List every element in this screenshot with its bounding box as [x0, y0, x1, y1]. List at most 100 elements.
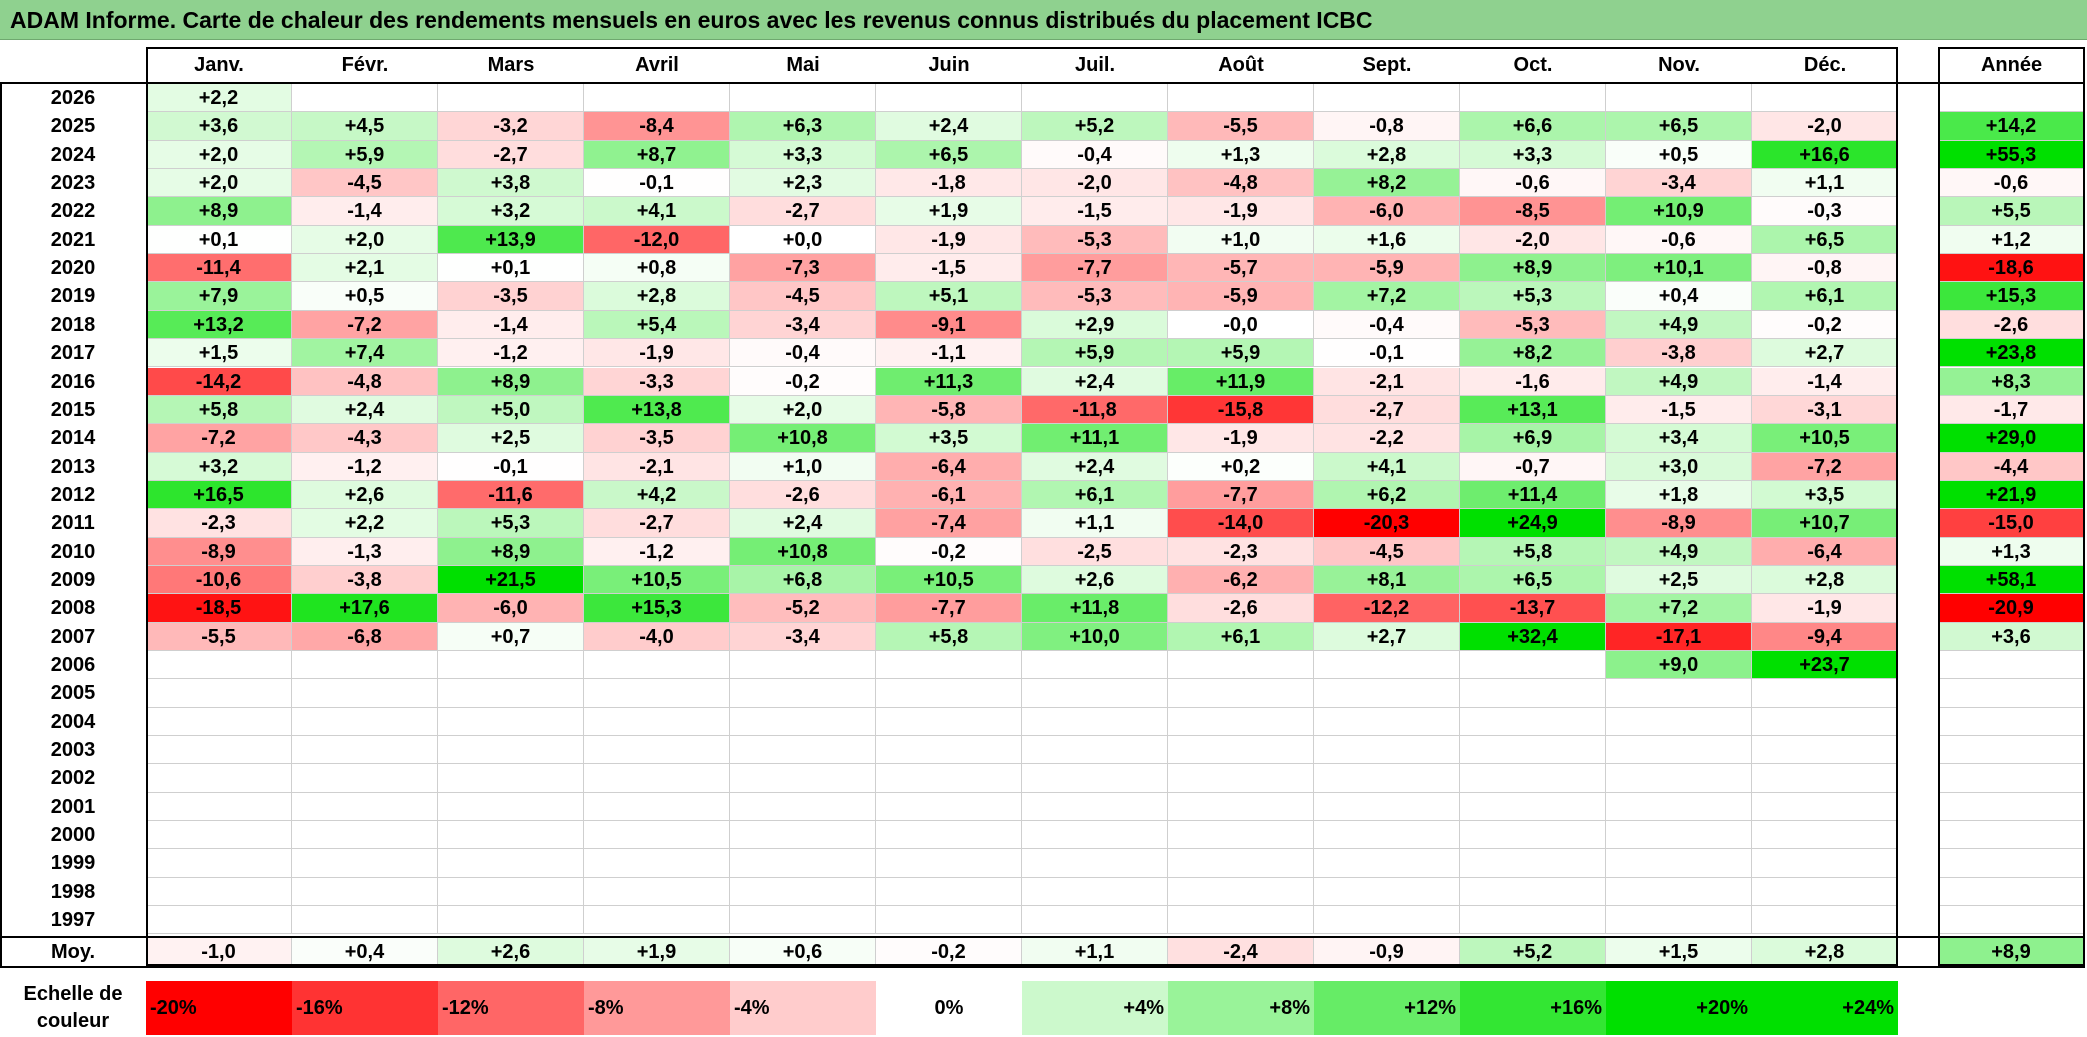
heatmap-cell: +6,5 [876, 140, 1022, 170]
heatmap-cell [876, 821, 1022, 850]
heatmap-cell: +0,2 [1168, 452, 1314, 481]
year-label: 2022 [50, 200, 96, 223]
annual-cell: +23,8 [1938, 339, 2085, 368]
heatmap-cell: -13,7 [1460, 594, 1606, 623]
heatmap-cell: -7,7 [1022, 254, 1168, 283]
heatmap-cell: +6,5 [1460, 565, 1606, 595]
heatmap-cell: -5,9 [1168, 282, 1314, 311]
heatmap-cell [1606, 84, 1752, 113]
heatmap-cell [1314, 792, 1460, 822]
color-scale-swatch: +8% [1168, 981, 1314, 1035]
color-scale-swatch: 0% [876, 981, 1022, 1035]
heatmap-cell: -1,2 [438, 339, 584, 368]
heatmap-cell [584, 84, 730, 113]
heatmap-cell: +1,9 [876, 197, 1022, 226]
heatmap-cell: +5,3 [1460, 282, 1606, 311]
heatmap-cell [1752, 736, 1898, 765]
heatmap-cell: +8,1 [1314, 565, 1460, 595]
heatmap-cell [1606, 792, 1752, 822]
heatmap-cell: -3,5 [584, 424, 730, 453]
year-label: 2007 [50, 625, 96, 648]
year-label: 2018 [50, 313, 96, 336]
heatmap-cell: -0,4 [730, 339, 876, 368]
heatmap-cell: +10,5 [876, 565, 1022, 595]
heatmap-cell [292, 821, 438, 850]
heatmap-cell [1314, 906, 1460, 935]
heatmap-cell [876, 849, 1022, 878]
heatmap-cell: +10,0 [1022, 622, 1168, 651]
heatmap-cell: +3,2 [146, 452, 292, 481]
average-cell: +2,8 [1752, 938, 1898, 966]
annual-cell: +21,9 [1938, 480, 2085, 510]
heatmap-cell: +32,4 [1460, 622, 1606, 651]
heatmap-cell [292, 651, 438, 680]
heatmap-cell [876, 707, 1022, 737]
heatmap-cell: -2,7 [584, 509, 730, 538]
heatmap-cell: -2,6 [1168, 594, 1314, 623]
annual-cell: +5,5 [1938, 197, 2085, 226]
heatmap-cell: +10,5 [584, 565, 730, 595]
heatmap-cell: +16,5 [146, 480, 292, 510]
heatmap-cell [1314, 736, 1460, 765]
heatmap-cell: +11,8 [1022, 594, 1168, 623]
average-cell: +2,6 [438, 938, 584, 966]
heatmap-cell: -5,5 [1168, 112, 1314, 141]
average-annual-cell: +8,9 [1938, 938, 2085, 966]
heatmap-cell: -11,8 [1022, 395, 1168, 425]
year-label: 2017 [50, 342, 96, 365]
heatmap-cell: +5,2 [1022, 112, 1168, 141]
heatmap-cell: +2,0 [292, 225, 438, 255]
heatmap-cell: +4,2 [584, 480, 730, 510]
heatmap-cell: -0,2 [730, 367, 876, 396]
heatmap-cell [1168, 707, 1314, 737]
heatmap-cell: +6,2 [1314, 480, 1460, 510]
heatmap-cell: +0,5 [292, 282, 438, 311]
heatmap-cell: +0,7 [438, 622, 584, 651]
year-label: 2014 [50, 427, 96, 450]
heatmap-cell: -0,4 [1022, 140, 1168, 170]
heatmap-cell: -7,2 [146, 424, 292, 453]
heatmap-cell: -9,1 [876, 310, 1022, 340]
heatmap-cell: +6,1 [1168, 622, 1314, 651]
heatmap-cell: +6,3 [730, 112, 876, 141]
color-scale-swatch: -8% [584, 981, 730, 1035]
color-scale-swatch: -4% [730, 981, 876, 1035]
year-label: 2008 [50, 597, 96, 620]
heatmap-cell [1460, 707, 1606, 737]
annual-cell [1938, 877, 2085, 907]
heatmap-cell: -2,0 [1460, 225, 1606, 255]
heatmap-cell [1460, 84, 1606, 113]
heatmap-cell: +5,4 [584, 310, 730, 340]
heatmap-cell: +5,3 [438, 509, 584, 538]
heatmap-cell: -1,5 [1606, 395, 1752, 425]
month-header: Janv. [194, 54, 244, 76]
heatmap-cell: -6,1 [876, 480, 1022, 510]
heatmap-cell: +2,4 [292, 395, 438, 425]
heatmap-cell: +10,9 [1606, 197, 1752, 226]
heatmap-cell [1314, 877, 1460, 907]
heatmap-cell: -2,7 [730, 197, 876, 226]
heatmap-cell [438, 764, 584, 793]
heatmap-cell [438, 906, 584, 935]
heatmap-cell: -0,4 [1314, 310, 1460, 340]
heatmap-cell [1022, 792, 1168, 822]
heatmap-cell [292, 707, 438, 737]
heatmap-cell: -2,0 [1022, 169, 1168, 198]
heatmap-cell: -7,7 [876, 594, 1022, 623]
annual-cell: +14,2 [1938, 112, 2085, 141]
heatmap-cell: +6,1 [1022, 480, 1168, 510]
heatmap-cell [1606, 707, 1752, 737]
heatmap-cell [730, 792, 876, 822]
heatmap-cell [584, 764, 730, 793]
heatmap-cell [1752, 764, 1898, 793]
average-separator-top [0, 936, 2085, 938]
heatmap-cell [292, 764, 438, 793]
heatmap-cell: +1,5 [146, 339, 292, 368]
annual-cell: +15,3 [1938, 282, 2085, 311]
average-label: Moy. [50, 941, 96, 963]
heatmap-cell: +3,3 [730, 140, 876, 170]
heatmap-cell: -0,8 [1752, 254, 1898, 283]
color-scale-swatch: +24% [1752, 981, 1898, 1035]
heatmap-cell: +6,8 [730, 565, 876, 595]
annual-cell [1938, 764, 2085, 793]
